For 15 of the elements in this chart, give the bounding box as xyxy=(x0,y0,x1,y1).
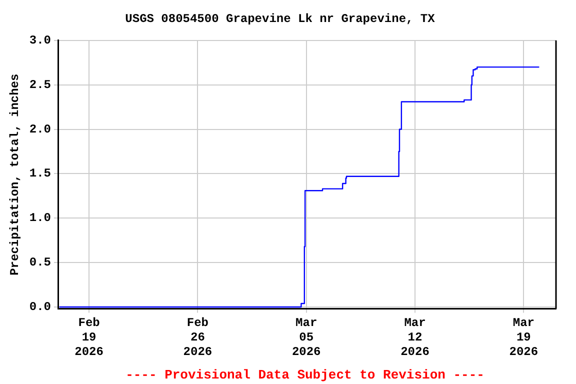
x-tick-label: Feb 26 2026 xyxy=(183,316,212,359)
y-tick-label: 2.5 xyxy=(29,78,52,92)
x-tick-label: Mar 19 2026 xyxy=(509,316,538,359)
chart-title: USGS 08054500 Grapevine Lk nr Grapevine, TX xyxy=(125,12,436,26)
x-tick-label: Mar 05 2026 xyxy=(292,316,321,359)
x-tick-label: Feb 19 2026 xyxy=(74,316,104,359)
x-tick-label: Mar 12 2026 xyxy=(400,316,430,359)
text: ---- Provisional Data Subject to Revision ---- xyxy=(126,367,484,382)
y-tick-label: 0.5 xyxy=(29,256,52,270)
y-axis-title: Precipitation, total, inches xyxy=(8,74,22,276)
y-tick-label: 2.0 xyxy=(29,122,52,136)
y-tick-label: 1.0 xyxy=(29,211,52,226)
y-tick-label: 0.0 xyxy=(29,300,52,314)
y-tick-label: 1.5 xyxy=(29,166,52,181)
y-tick-label: 3.0 xyxy=(29,33,52,48)
